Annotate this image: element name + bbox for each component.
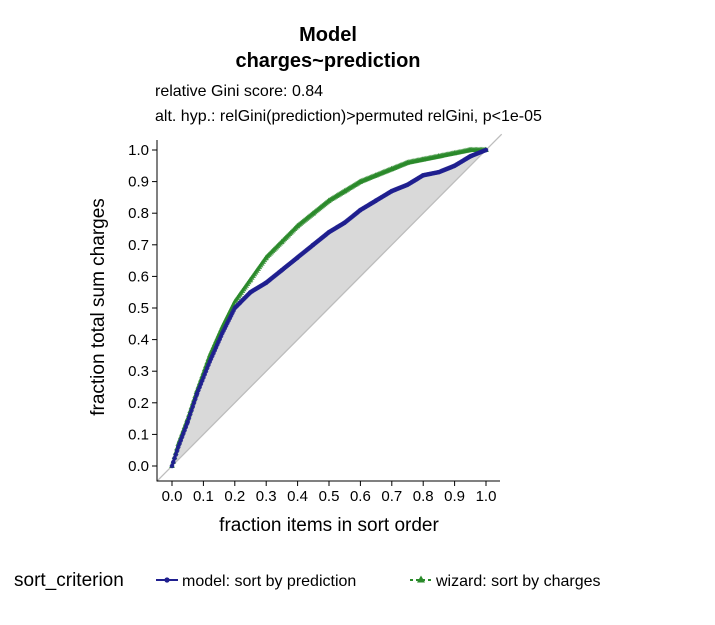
- data-point: [172, 456, 177, 461]
- data-point: [192, 396, 198, 402]
- y-tick-label: 0.6: [128, 268, 149, 285]
- y-tick-label: 0.2: [128, 395, 149, 412]
- y-tick-label: 0.8: [128, 205, 149, 222]
- y-tick-label: 1.0: [128, 142, 149, 159]
- legend-title: sort_criterion: [14, 570, 124, 591]
- x-tick-label: 0.3: [256, 488, 277, 505]
- x-axis-ticks: 0.0 0.1 0.2 0.3 0.4 0.5 0.6 0.7 0.8 0.9 1.0: [162, 481, 497, 505]
- chart-subtitle-line2: alt. hyp.: relGini(prediction)>permuted …: [155, 108, 542, 125]
- y-tick-label: 0.1: [128, 426, 149, 443]
- legend-entry-wizard: wizard: sort by charges: [410, 573, 601, 590]
- series-layer: [169, 146, 489, 469]
- y-tick-label: 0.5: [128, 300, 149, 317]
- x-tick-label: 0.0: [162, 488, 183, 505]
- legend-label-model: model: sort by prediction: [182, 573, 356, 590]
- x-tick-label: 0.6: [350, 488, 371, 505]
- data-point: [174, 448, 180, 454]
- x-axis-label: fraction items in sort order: [219, 515, 439, 536]
- data-point: [189, 408, 194, 413]
- y-axis-label: fraction total sum charges: [88, 198, 109, 416]
- chart-subtitle-line1: relative Gini score: 0.84: [155, 83, 323, 100]
- y-tick-label: 0.3: [128, 363, 149, 380]
- legend-label-wizard: wizard: sort by charges: [435, 573, 601, 590]
- x-tick-label: 1.0: [476, 488, 497, 505]
- data-point: [169, 463, 175, 469]
- axes: 0.0 0.1 0.2 0.3 0.4 0.5 0.6 0.7 0.8 0.9 1.0 0.0 0.1…: [128, 140, 500, 505]
- x-tick-label: 0.2: [224, 488, 245, 505]
- plot-area: [155, 133, 503, 483]
- x-tick-label: 0.8: [413, 488, 434, 505]
- x-tick-label: 0.1: [193, 488, 214, 505]
- y-tick-label: 0.7: [128, 237, 149, 254]
- legend-entry-model: model: sort by prediction: [156, 573, 356, 590]
- legend-key-wizard-marker: [417, 575, 425, 583]
- legend: sort_criterion model: sort by prediction…: [14, 570, 601, 591]
- data-point: [190, 404, 196, 409]
- y-tick-label: 0.4: [128, 332, 149, 349]
- y-tick-label: 0.9: [128, 174, 149, 191]
- x-tick-label: 0.4: [287, 488, 308, 505]
- x-tick-label: 0.7: [381, 488, 402, 505]
- data-point: [173, 452, 179, 457]
- x-tick-label: 0.9: [444, 488, 465, 505]
- y-axis-ticks: 0.0 0.1 0.2 0.3 0.4 0.5 0.6 0.7 0.8 0.9 1.0: [128, 142, 157, 475]
- chart-title: Model: [299, 24, 357, 46]
- data-point: [191, 400, 197, 406]
- series-model: [169, 147, 489, 469]
- data-point: [186, 415, 192, 421]
- data-point: [185, 419, 190, 425]
- legend-key-model-marker: [164, 577, 170, 583]
- data-point: [187, 411, 193, 417]
- y-tick-label: 0.0: [128, 458, 149, 475]
- chart-title-line2: charges~prediction: [235, 50, 420, 72]
- data-point: [483, 147, 489, 153]
- data-point: [170, 459, 176, 465]
- diagonal-reference-line: [155, 133, 503, 483]
- x-tick-label: 0.5: [319, 488, 340, 505]
